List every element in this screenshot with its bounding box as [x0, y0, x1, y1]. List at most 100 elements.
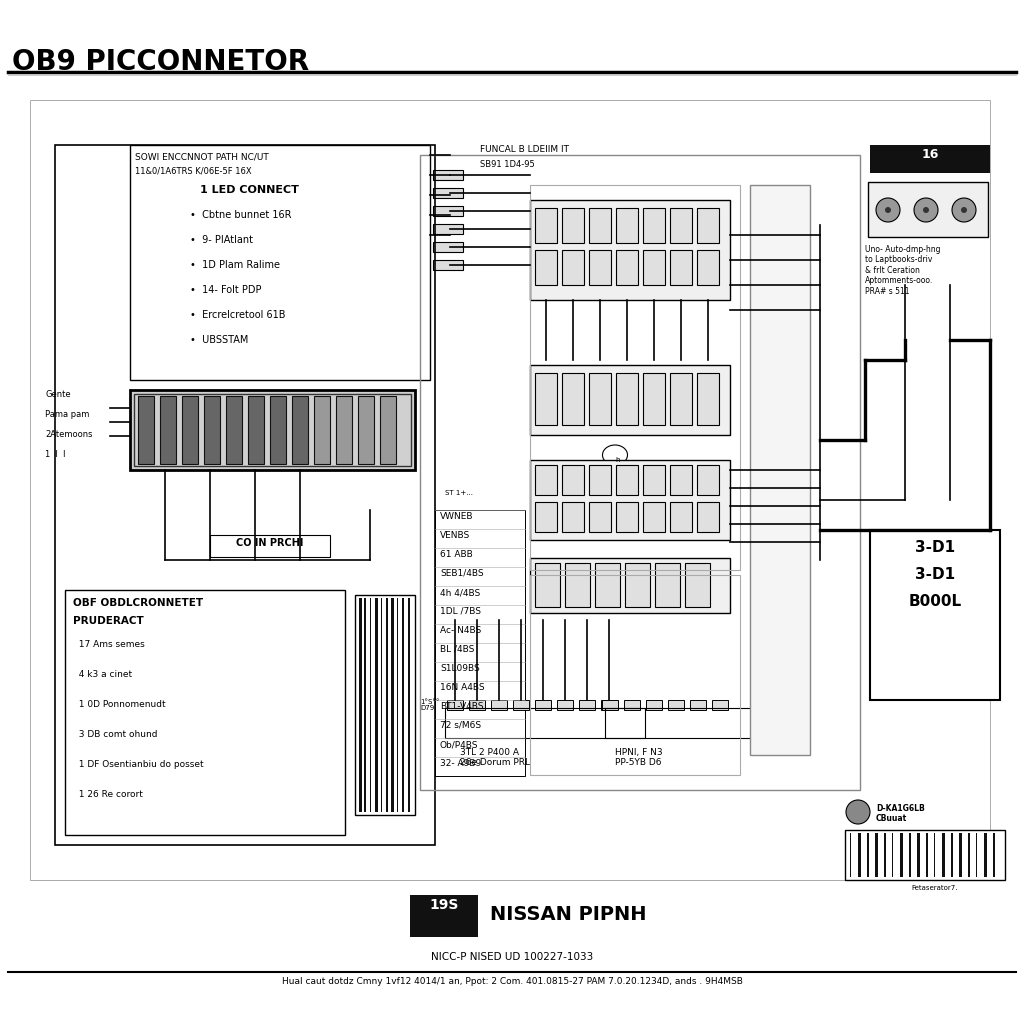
- Bar: [900, 833, 903, 877]
- Bar: [951, 833, 953, 877]
- Bar: [946, 833, 949, 877]
- Bar: [854, 833, 857, 877]
- Text: Hual caut dotdz Cmny 1vf12 4014/1 an, Ppot: 2 Com. 401.0815-27 PAM 7.0.20.1234D,: Hual caut dotdz Cmny 1vf12 4014/1 an, Pp…: [282, 977, 742, 986]
- Bar: [616, 208, 638, 243]
- Bar: [399, 598, 402, 812]
- Bar: [565, 563, 590, 607]
- Text: Fetaserator7.: Fetaserator7.: [911, 885, 958, 891]
- Text: SEB1/4BS: SEB1/4BS: [440, 569, 483, 578]
- Bar: [530, 185, 740, 570]
- Bar: [557, 700, 573, 710]
- Bar: [535, 502, 557, 532]
- Text: VENBS: VENBS: [440, 531, 470, 540]
- Bar: [535, 208, 557, 243]
- Bar: [870, 145, 990, 173]
- Bar: [862, 833, 865, 877]
- Bar: [381, 598, 382, 812]
- Bar: [670, 208, 692, 243]
- Text: 1DL /7BS: 1DL /7BS: [440, 607, 481, 616]
- Bar: [690, 700, 706, 710]
- Bar: [370, 598, 372, 812]
- Bar: [397, 598, 398, 812]
- Text: OBF OBDLCRONNETET: OBF OBDLCRONNETET: [73, 598, 203, 608]
- Bar: [868, 182, 988, 237]
- Bar: [562, 250, 584, 285]
- Bar: [876, 833, 878, 877]
- Bar: [65, 590, 345, 835]
- Bar: [697, 465, 719, 495]
- Bar: [530, 365, 730, 435]
- Bar: [984, 833, 987, 877]
- Text: FUNCAL B LDEIIM IT: FUNCAL B LDEIIM IT: [480, 145, 569, 154]
- Bar: [182, 396, 198, 464]
- Bar: [616, 502, 638, 532]
- Text: S1L09BS: S1L09BS: [440, 664, 480, 673]
- Bar: [670, 465, 692, 495]
- Circle shape: [923, 207, 929, 213]
- Text: 19S: 19S: [429, 898, 459, 912]
- Bar: [355, 595, 415, 815]
- Text: 3-D1
3-D1
B000L: 3-D1 3-D1 B000L: [908, 540, 962, 609]
- Bar: [880, 833, 882, 877]
- Bar: [336, 396, 352, 464]
- Text: CO IN PRCHI: CO IN PRCHI: [237, 538, 304, 548]
- Bar: [888, 833, 890, 877]
- Bar: [980, 833, 983, 877]
- Bar: [160, 396, 176, 464]
- Text: 61 ABB: 61 ABB: [440, 550, 473, 559]
- Bar: [134, 394, 411, 466]
- Bar: [433, 260, 463, 270]
- Bar: [643, 373, 665, 425]
- Bar: [389, 598, 390, 812]
- Text: 1 DF Osentianbiu do posset: 1 DF Osentianbiu do posset: [73, 760, 204, 769]
- Bar: [670, 373, 692, 425]
- Bar: [535, 563, 560, 607]
- Bar: [605, 708, 760, 738]
- Bar: [535, 250, 557, 285]
- Bar: [670, 250, 692, 285]
- Bar: [433, 224, 463, 234]
- Bar: [55, 145, 435, 845]
- Bar: [866, 833, 869, 877]
- Bar: [270, 396, 286, 464]
- Bar: [248, 396, 264, 464]
- Bar: [870, 530, 1000, 700]
- Bar: [697, 373, 719, 425]
- Bar: [386, 598, 387, 812]
- Text: BL /4BS: BL /4BS: [440, 645, 474, 654]
- Bar: [750, 185, 810, 755]
- Bar: [697, 208, 719, 243]
- Text: •  9- PIAtlant: • 9- PIAtlant: [190, 234, 253, 245]
- Bar: [383, 598, 386, 812]
- Bar: [204, 396, 220, 464]
- Bar: [884, 833, 886, 877]
- Bar: [513, 700, 529, 710]
- Bar: [535, 373, 557, 425]
- Text: NICC-P NISED UD 100227-1033: NICC-P NISED UD 100227-1033: [431, 952, 593, 962]
- Bar: [942, 833, 945, 877]
- Bar: [964, 833, 966, 877]
- Bar: [643, 250, 665, 285]
- Text: 3TL 2 P400 A
26e Dorum PRL: 3TL 2 P400 A 26e Dorum PRL: [460, 748, 530, 767]
- Text: 4 k3 a cinet: 4 k3 a cinet: [73, 670, 132, 679]
- Bar: [922, 833, 924, 877]
- Bar: [930, 833, 932, 877]
- Bar: [624, 700, 640, 710]
- Bar: [420, 155, 860, 790]
- Circle shape: [952, 198, 976, 222]
- Text: •  Ercrelcretool 61B: • Ercrelcretool 61B: [190, 310, 286, 319]
- Bar: [433, 188, 463, 198]
- Bar: [968, 833, 970, 877]
- Bar: [926, 833, 928, 877]
- Circle shape: [914, 198, 938, 222]
- Text: 1 LED CONNECT: 1 LED CONNECT: [200, 185, 299, 195]
- Bar: [589, 250, 611, 285]
- Bar: [378, 598, 380, 812]
- Text: 4h 4/4BS: 4h 4/4BS: [440, 588, 480, 597]
- Text: 17 Ams semes: 17 Ams semes: [73, 640, 144, 649]
- Bar: [445, 708, 645, 738]
- Bar: [410, 895, 478, 937]
- Bar: [668, 700, 684, 710]
- Bar: [625, 563, 650, 607]
- Bar: [226, 396, 242, 464]
